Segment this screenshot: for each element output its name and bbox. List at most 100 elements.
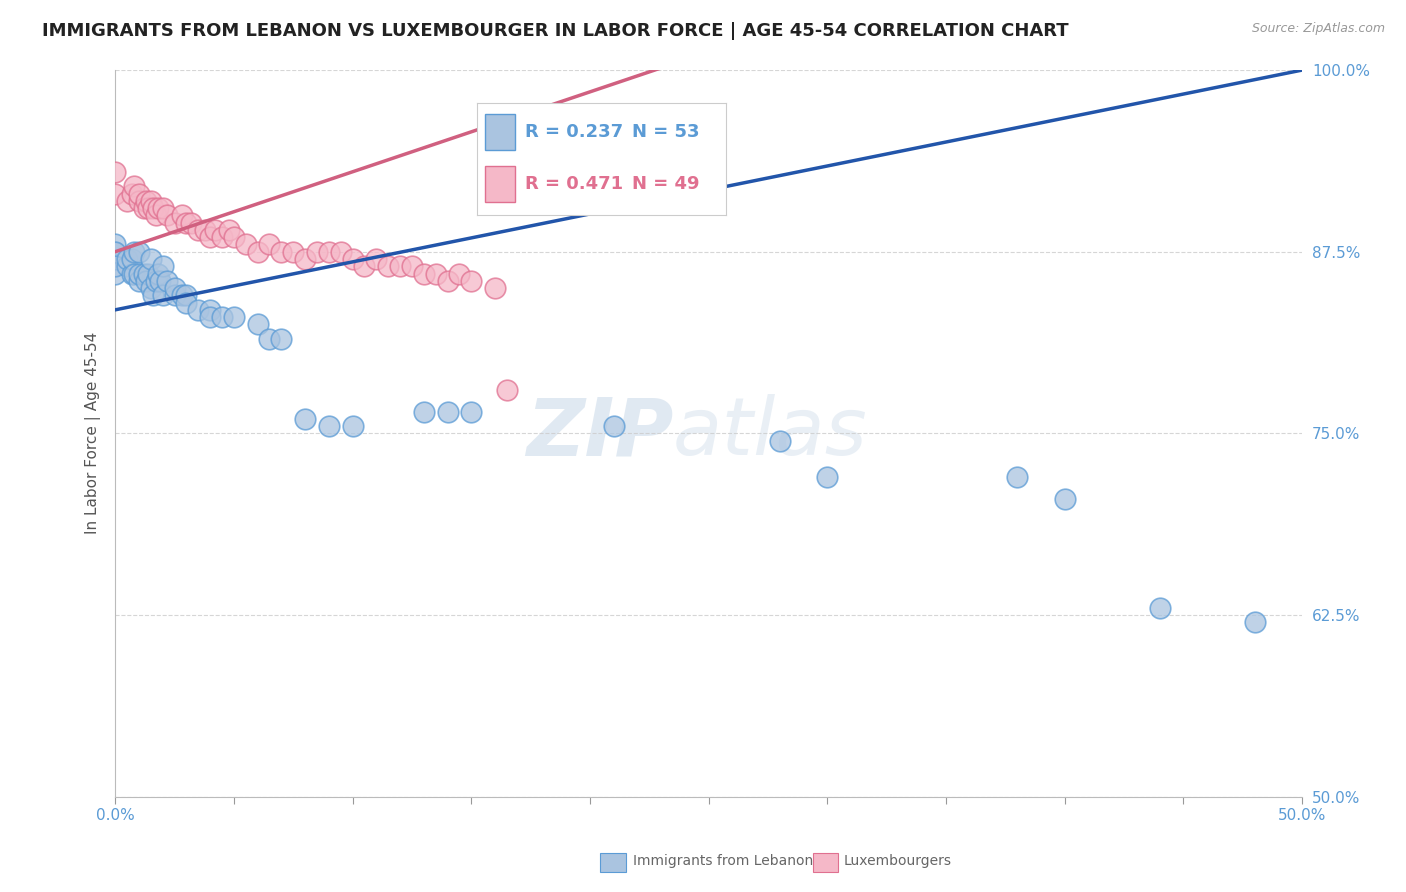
Point xyxy=(294,412,316,426)
Point xyxy=(246,244,269,259)
Point xyxy=(318,419,340,434)
Point xyxy=(163,216,186,230)
Point xyxy=(146,201,169,215)
Point xyxy=(180,216,202,230)
Point xyxy=(104,186,127,201)
Point xyxy=(139,252,162,266)
Point xyxy=(222,230,245,244)
Point xyxy=(128,274,150,288)
Point xyxy=(104,259,127,273)
Point xyxy=(152,288,174,302)
Point xyxy=(425,267,447,281)
Point xyxy=(128,244,150,259)
Point xyxy=(194,223,217,237)
Point xyxy=(104,267,127,281)
Point xyxy=(121,267,143,281)
Point xyxy=(115,252,138,266)
Point xyxy=(294,252,316,266)
Point xyxy=(484,281,506,295)
Point xyxy=(353,259,375,273)
Point xyxy=(135,194,157,208)
Text: IMMIGRANTS FROM LEBANON VS LUXEMBOURGER IN LABOR FORCE | AGE 45-54 CORRELATION C: IMMIGRANTS FROM LEBANON VS LUXEMBOURGER … xyxy=(42,22,1069,40)
Point xyxy=(152,201,174,215)
Point xyxy=(156,208,179,222)
Text: Source: ZipAtlas.com: Source: ZipAtlas.com xyxy=(1251,22,1385,36)
Point xyxy=(135,274,157,288)
Point xyxy=(211,230,233,244)
Point xyxy=(389,259,412,273)
Point xyxy=(1053,491,1076,506)
Point xyxy=(156,274,179,288)
Point xyxy=(122,267,145,281)
Point xyxy=(329,244,352,259)
Point xyxy=(198,230,221,244)
Point xyxy=(104,244,127,259)
Point xyxy=(104,252,127,266)
Point xyxy=(259,237,281,252)
Point xyxy=(815,470,838,484)
Point xyxy=(235,237,257,252)
Point xyxy=(366,252,388,266)
Text: Luxembourgers: Luxembourgers xyxy=(844,854,952,868)
Point xyxy=(149,274,172,288)
Point xyxy=(259,332,281,346)
Point xyxy=(139,194,162,208)
Point xyxy=(139,281,162,295)
Point xyxy=(128,194,150,208)
Point xyxy=(401,259,423,273)
Point xyxy=(142,201,165,215)
Point xyxy=(1243,615,1265,630)
Point xyxy=(122,179,145,194)
Point xyxy=(436,274,458,288)
Point xyxy=(122,244,145,259)
Point xyxy=(145,274,167,288)
Point xyxy=(412,267,434,281)
Point xyxy=(449,267,471,281)
Point xyxy=(305,244,328,259)
Point xyxy=(342,419,364,434)
Point xyxy=(283,244,305,259)
Point xyxy=(1149,600,1171,615)
Point xyxy=(121,252,143,266)
Point xyxy=(460,404,482,418)
Point xyxy=(318,244,340,259)
Point xyxy=(163,288,186,302)
Point xyxy=(204,223,226,237)
Point xyxy=(246,318,269,332)
Point xyxy=(104,244,127,259)
Point xyxy=(603,419,626,434)
Point xyxy=(769,434,792,448)
Point xyxy=(132,267,155,281)
Point xyxy=(104,237,127,252)
Text: atlas: atlas xyxy=(673,394,868,473)
Point xyxy=(270,244,292,259)
Point xyxy=(342,252,364,266)
Point xyxy=(115,259,138,273)
Point xyxy=(222,310,245,325)
Point xyxy=(270,332,292,346)
Point xyxy=(412,404,434,418)
Point xyxy=(211,310,233,325)
Point xyxy=(170,208,193,222)
Point xyxy=(198,302,221,317)
Point xyxy=(146,267,169,281)
Point xyxy=(138,267,160,281)
Point xyxy=(138,201,160,215)
Point xyxy=(187,302,209,317)
Point xyxy=(128,267,150,281)
Y-axis label: In Labor Force | Age 45-54: In Labor Force | Age 45-54 xyxy=(86,332,101,534)
Point xyxy=(170,288,193,302)
Point xyxy=(152,259,174,273)
Point xyxy=(436,404,458,418)
Point xyxy=(218,223,240,237)
Point xyxy=(132,201,155,215)
Point xyxy=(128,186,150,201)
Text: Immigrants from Lebanon: Immigrants from Lebanon xyxy=(633,854,813,868)
Point xyxy=(121,186,143,201)
Point xyxy=(176,295,198,310)
Point xyxy=(1007,470,1029,484)
Point xyxy=(104,165,127,179)
Point xyxy=(198,310,221,325)
Point xyxy=(163,281,186,295)
Point xyxy=(496,383,519,397)
